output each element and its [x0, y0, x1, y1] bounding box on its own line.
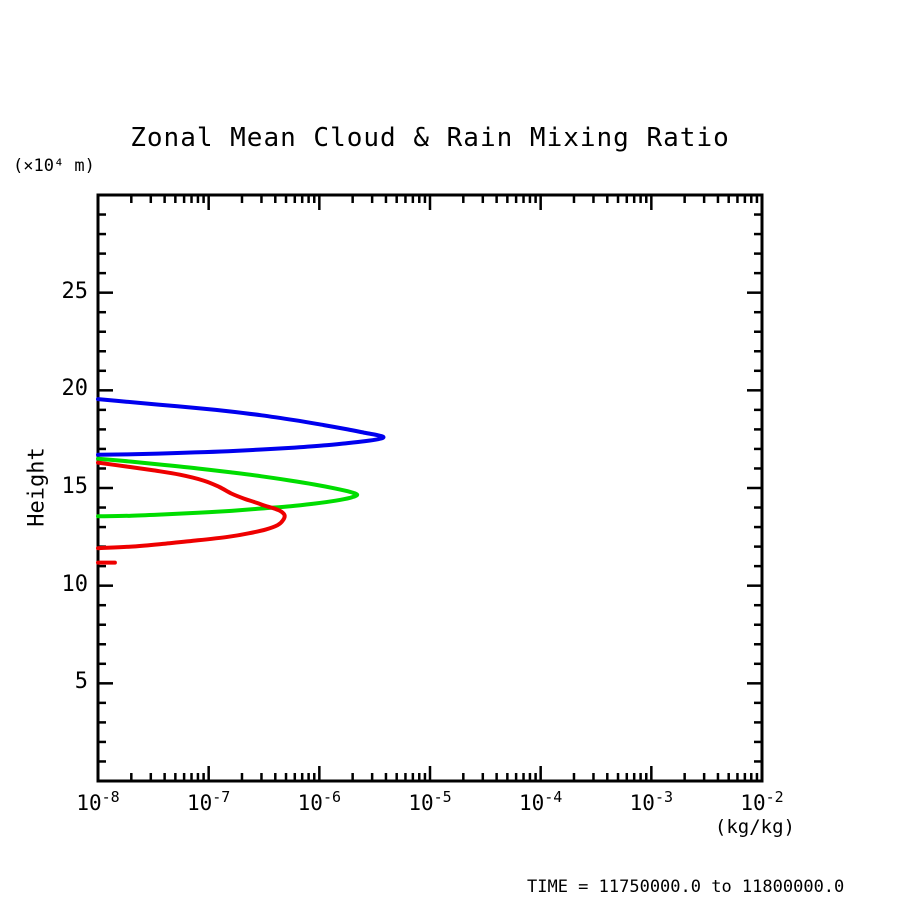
x-tick-exponent: -7: [212, 788, 231, 806]
y-tick-label: 20: [61, 376, 89, 402]
x-tick-label: 10-4: [518, 788, 563, 816]
x-tick-exponent: -5: [433, 788, 452, 806]
axis-ticks: [96, 195, 764, 781]
x-tick-label: 10-6: [297, 788, 341, 816]
time-annotation: TIME = 11750000.0 to 11800000.0: [527, 877, 845, 897]
y-tick-label: 10: [61, 571, 89, 597]
x-tick-exponent: -8: [101, 788, 120, 806]
x-tick-exponent: -3: [654, 788, 673, 806]
x-tick-label: 10-5: [408, 788, 452, 816]
green-curve: [96, 456, 360, 519]
y-tick-label: 5: [74, 669, 88, 695]
x-axis-unit-label: (kg/kg): [714, 816, 795, 838]
x-tick-label: 10-3: [629, 788, 673, 816]
x-tick-exponent: -2: [765, 788, 784, 806]
x-tick-label: 10-2: [740, 788, 784, 816]
x-tick-exponent: -4: [544, 788, 563, 806]
x-tick-label: 10-7: [186, 788, 231, 816]
x-tick-exponent: -6: [322, 788, 341, 806]
x-tick-label: 10-8: [76, 788, 120, 816]
chart-title: Zonal Mean Cloud & Rain Mixing Ratio: [130, 123, 730, 153]
plot-frame: [96, 193, 764, 783]
y-tick-label: 25: [61, 278, 89, 304]
red-curve: [96, 460, 287, 551]
y-axis-unit-label: (×10⁴ m): [13, 156, 95, 176]
y-tick-label: 15: [61, 474, 89, 499]
blue-curve: [96, 397, 386, 457]
